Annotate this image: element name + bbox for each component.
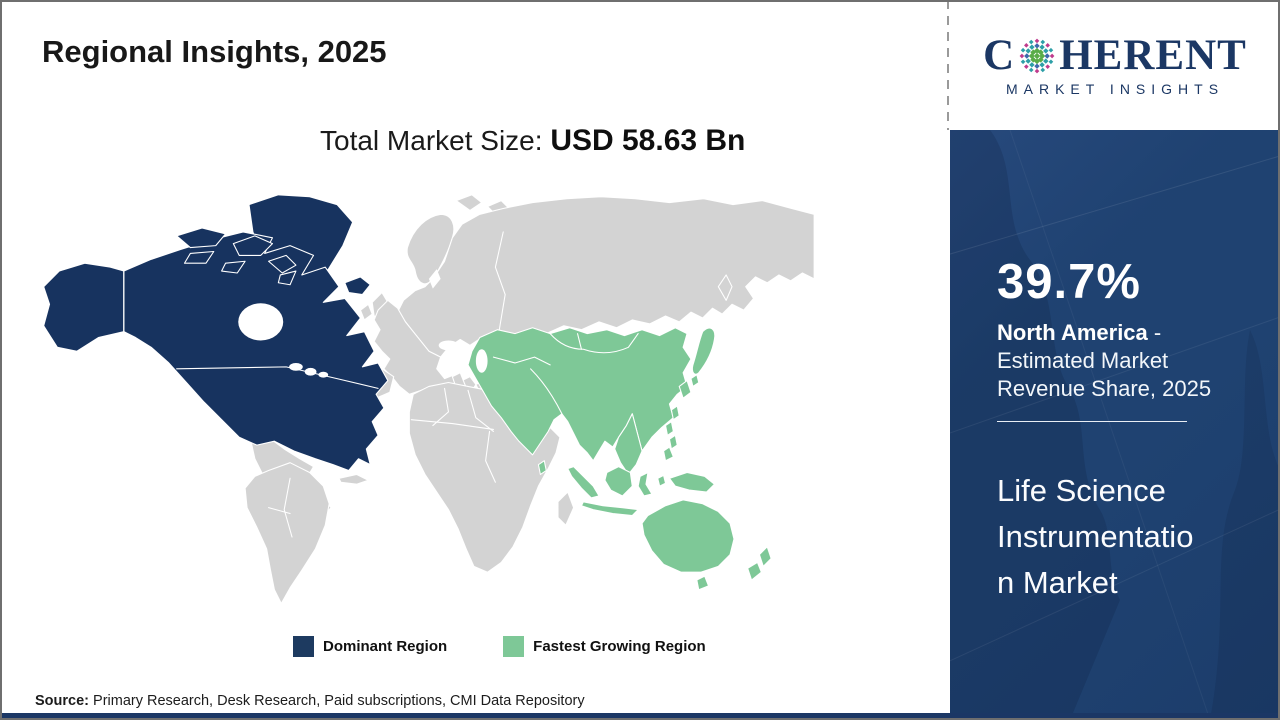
logo-letters-herent: HERENT	[1059, 31, 1247, 79]
source-label: Source:	[35, 693, 89, 709]
logo-tagline: MARKET INSIGHTS	[1005, 80, 1225, 97]
dominant-region-swatch	[293, 636, 314, 657]
total-market-size-value: USD 58.63 Bn	[550, 124, 746, 157]
fastest-growing-region-swatch	[503, 636, 525, 657]
dashed-divider	[947, 0, 949, 130]
world-map-svg	[43, 194, 815, 605]
world-map	[30, 185, 820, 625]
legend-item-growing: Fastest Growing Region	[503, 636, 706, 657]
dominant-region-label: Dominant Region	[323, 638, 448, 655]
sidebar: 39.7% North America - Estimated Market R…	[950, 130, 1280, 720]
market-name: Life Science Instrumentatio n Market	[997, 473, 1194, 600]
legend-item-dominant: Dominant Region	[293, 636, 447, 657]
sidebar-content: 39.7% North America - Estimated Market R…	[997, 258, 1256, 606]
fastest-growing-region-label: Fastest Growing Region	[533, 638, 706, 655]
logo-letter-c: C	[983, 31, 1016, 79]
region-name: North America	[997, 320, 1148, 345]
sidebar-divider-rule	[997, 421, 1187, 422]
source-text: Primary Research, Desk Research, Paid su…	[89, 693, 585, 709]
total-market-size: Total Market Size: USD 58.63 Bn	[320, 124, 745, 158]
market-share-description: North America - Estimated Market Revenue…	[997, 319, 1256, 403]
source-line: Source: Primary Research, Desk Research,…	[35, 693, 585, 709]
sidebar-texture	[950, 130, 1280, 720]
company-logo: C HERENT MARKET INSIGHTS	[950, 0, 1280, 130]
market-share-value: 39.7%	[997, 255, 1141, 309]
share-description-text: - Estimated Market Revenue Share, 2025	[997, 320, 1212, 401]
total-market-size-label: Total Market Size:	[320, 125, 551, 156]
legend: Dominant Region Fastest Growing Region	[293, 636, 706, 657]
bottom-accent-bar	[0, 713, 1280, 720]
page-title: Regional Insights, 2025	[42, 34, 387, 69]
logo-wordmark: C HERENT	[983, 34, 1247, 77]
dotted-globe-icon	[1019, 38, 1055, 74]
